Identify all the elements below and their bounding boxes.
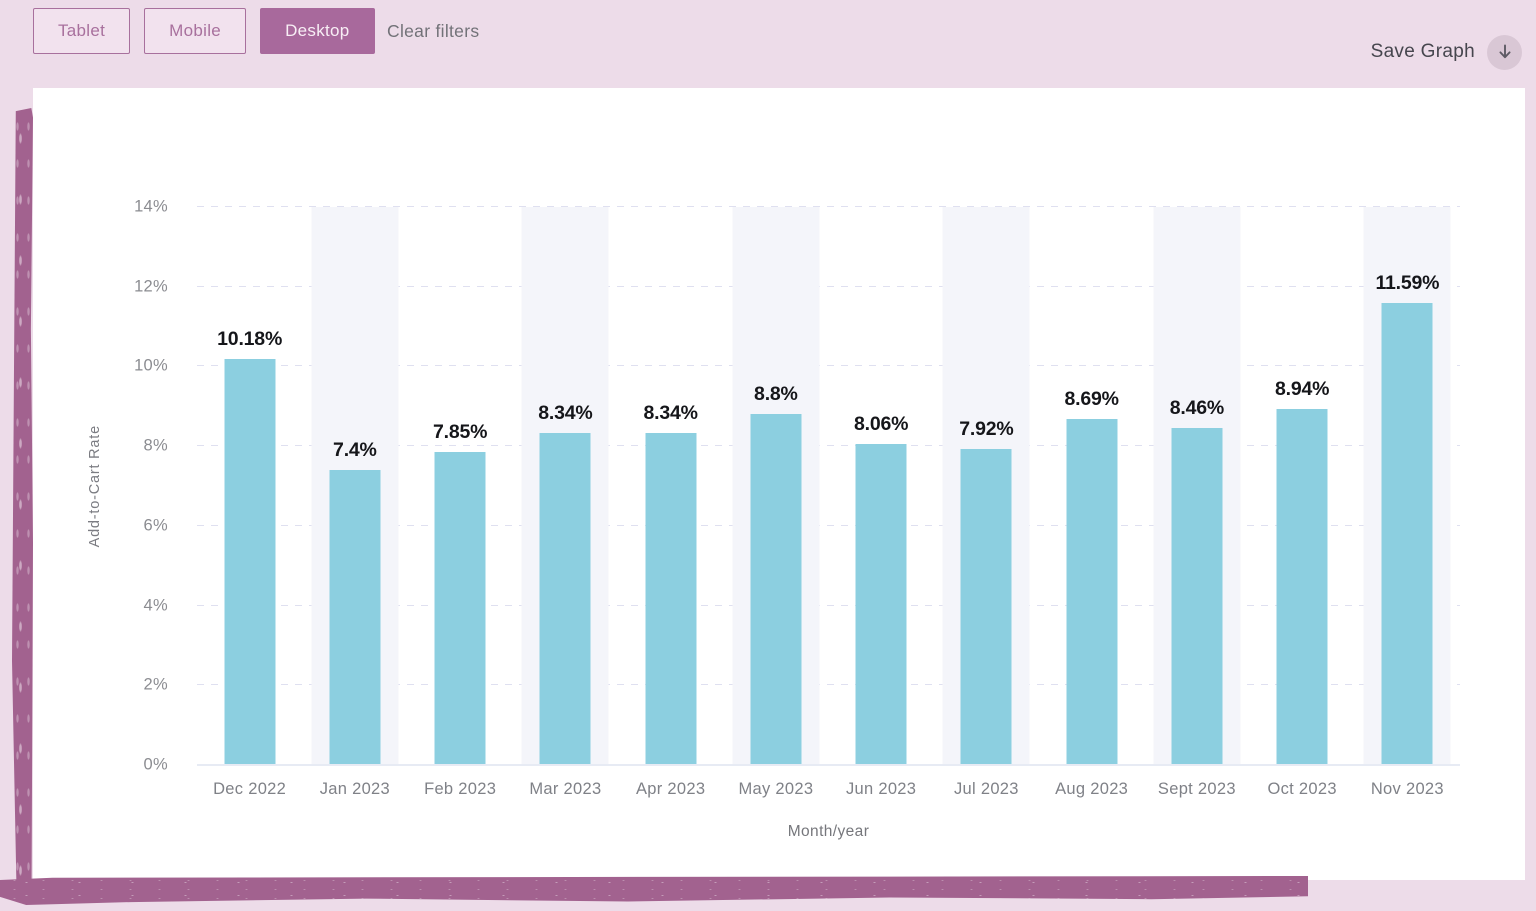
save-graph-label: Save Graph (1370, 41, 1475, 62)
x-axis-line (197, 764, 1460, 766)
y-tick-label: 10% (134, 356, 168, 375)
bar (1066, 418, 1118, 765)
bar-value-label: 8.94% (1274, 377, 1330, 400)
x-tick-label: Nov 2023 (1370, 780, 1444, 798)
filter-button-desktop[interactable]: Desktop (260, 8, 375, 54)
y-tick-label: 8% (143, 436, 168, 455)
x-tick-label: Oct 2023 (1267, 780, 1337, 798)
bar-value-label: 8.69% (1064, 387, 1119, 410)
download-arrow-icon[interactable] (1487, 34, 1522, 70)
filter-button-mobile[interactable]: Mobile (144, 8, 247, 54)
device-filter-group: Tablet Mobile Desktop (33, 8, 375, 54)
y-axis: 0% 2% 4% 6% 8% 10% 12% 14% (33, 198, 168, 774)
decorative-brush-stroke-bottom (0, 876, 1308, 905)
chart-column-dec-2022: 10.18% Dec 2022 (197, 207, 302, 798)
bar (224, 359, 276, 765)
bar-value-label: 8.06% (853, 412, 909, 435)
filter-button-tablet[interactable]: Tablet (33, 8, 131, 54)
x-tick-label: May 2023 (738, 780, 814, 798)
bar-value-label: 7.85% (432, 421, 488, 444)
bar-value-label: 8.46% (1169, 396, 1225, 419)
bar-value-label: 8.8% (754, 383, 798, 406)
chart-column-sept-2023: 8.46% Sept 2023 (1144, 207, 1249, 798)
chart-column-oct-2023: 8.94% Oct 2023 (1250, 207, 1355, 798)
x-tick-label: Apr 2023 (635, 780, 706, 798)
x-tick-label: Dec 2022 (213, 780, 287, 798)
chart-card: Add-to-Cart Rate 0% 2% 4% 6% 8% 10% 12% 14% 10.… (33, 88, 1525, 880)
toolbar: Tablet Mobile Desktop Clear filters Save G… (0, 0, 1536, 88)
chart-column-apr-2023: 8.34% Apr 2023 (618, 207, 723, 798)
x-tick-label: Mar 2023 (529, 780, 602, 798)
chart-column-aug-2023: 8.69% Aug 2023 (1039, 207, 1144, 798)
bar (329, 470, 381, 765)
y-tick-label: 2% (143, 675, 168, 694)
chart-column-jun-2023: 8.06% Jun 2023 (829, 207, 934, 798)
bar (855, 443, 907, 765)
gridline (197, 524, 1460, 526)
gridline (197, 285, 1460, 287)
gridline (197, 445, 1460, 447)
chart-plot-area: 10.18% Dec 2022 7.4% Jan 2023 7.85% Feb 2023 8… (197, 206, 1460, 798)
save-graph-button[interactable]: Save Graph (1371, 33, 1522, 71)
bar-value-label: 7.92% (959, 418, 1014, 441)
chart-column-jan-2023: 7.4% Jan 2023 (302, 207, 407, 798)
y-tick-label: 12% (134, 277, 168, 296)
y-tick-label: 6% (143, 516, 168, 535)
bar (645, 432, 697, 765)
bar (1276, 408, 1328, 765)
chart-columns: 10.18% Dec 2022 7.4% Jan 2023 7.85% Feb 2023 8… (197, 207, 1460, 798)
y-tick-label: 4% (143, 596, 168, 615)
x-tick-label: Aug 2023 (1055, 780, 1129, 798)
chart-column-mar-2023: 8.34% Mar 2023 (513, 207, 618, 798)
x-tick-label: Feb 2023 (424, 780, 497, 798)
chart-column-feb-2023: 7.85% Feb 2023 (408, 207, 513, 798)
bar (1171, 427, 1223, 765)
bar-value-label: 11.59% (1375, 272, 1440, 295)
bar (960, 449, 1012, 765)
bar (1381, 303, 1433, 765)
x-tick-label: Sept 2023 (1157, 780, 1236, 798)
bar-value-label: 8.34% (643, 401, 698, 424)
gridline (197, 206, 1460, 207)
bar (434, 452, 486, 765)
chart-column-jul-2023: 7.92% Jul 2023 (934, 207, 1039, 798)
y-tick-label: 0% (143, 755, 168, 774)
x-axis-title: Month/year (787, 823, 870, 840)
chart-column-nov-2023: 11.59% Nov 2023 (1355, 207, 1460, 798)
clear-filters-button[interactable]: Clear filters (387, 20, 480, 41)
gridline (197, 684, 1460, 686)
x-tick-label: Jul 2023 (953, 780, 1019, 798)
bar (539, 432, 591, 765)
x-tick-label: Jun 2023 (845, 780, 917, 798)
bar-value-label: 7.4% (333, 439, 377, 462)
x-tick-label: Jan 2023 (319, 780, 391, 798)
y-tick-label: 14% (134, 197, 168, 216)
decorative-brush-stroke-left (12, 108, 33, 898)
gridline (197, 365, 1460, 367)
bar (750, 414, 802, 765)
chart-column-may-2023: 8.8% May 2023 (723, 207, 828, 798)
bar-value-label: 10.18% (217, 328, 283, 351)
gridline (197, 604, 1460, 606)
bar-value-label: 8.34% (538, 401, 593, 424)
